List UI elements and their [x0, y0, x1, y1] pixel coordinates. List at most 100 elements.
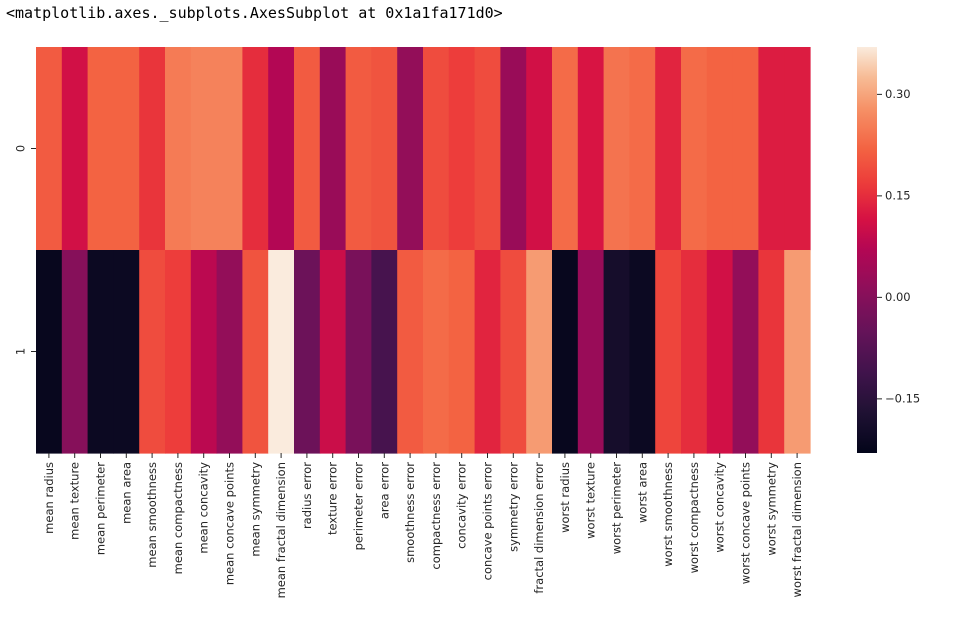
heatmap-cell	[61, 250, 89, 454]
heatmap-cell	[242, 47, 269, 251]
heatmap-cell	[681, 250, 708, 454]
heatmap-cell	[165, 250, 192, 454]
heatmap-cell	[36, 250, 63, 454]
heatmap-cell	[190, 47, 218, 251]
x-tick-label: worst concave points	[739, 462, 753, 584]
heatmap-cell	[113, 47, 140, 251]
heatmap-cell	[371, 47, 398, 251]
x-tick-label: compactness error	[429, 462, 443, 570]
x-tick-label: worst fractal dimension	[790, 462, 804, 597]
x-tick-label: area error	[377, 462, 391, 519]
heatmap-cell	[36, 47, 63, 251]
x-tick-label: texture error	[326, 462, 340, 535]
x-tick-label: concave points error	[481, 462, 495, 581]
heatmap-cell	[655, 250, 682, 454]
heatmap-cell	[732, 47, 759, 251]
heatmap-cell	[784, 250, 811, 454]
heatmap-cell	[268, 250, 295, 454]
colorbar-tick-label: 0.00	[885, 290, 911, 304]
heatmap-cell	[319, 47, 347, 251]
heatmap-cell	[655, 47, 682, 251]
x-tick-label: fractal dimension error	[532, 462, 546, 594]
x-axis: mean radius mean texture mean perimeter mea…	[42, 453, 804, 598]
heatmap-cell	[552, 250, 579, 454]
heatmap-cell	[603, 47, 630, 251]
heatmap-cell	[577, 47, 605, 251]
heatmap-cell	[681, 47, 708, 251]
heatmap-cell	[552, 47, 579, 251]
heatmap-cell	[139, 250, 166, 454]
heatmap-cell	[500, 47, 527, 251]
y-tick-label: 1	[14, 348, 28, 355]
heatmap-cell	[629, 47, 656, 251]
heatmap-cell	[397, 47, 424, 251]
x-tick-label: mean radius	[42, 462, 56, 534]
heatmap-cell	[190, 250, 218, 454]
heatmap-cell	[448, 250, 476, 454]
heatmap-cell	[268, 47, 295, 251]
x-tick-label: mean smoothness	[145, 462, 159, 568]
x-tick-label: mean concave points	[223, 462, 237, 585]
x-tick-label: mean concavity	[197, 462, 211, 554]
x-tick-label: worst perimeter	[610, 462, 624, 554]
heatmap-cell	[294, 47, 321, 251]
x-tick-label: worst area	[635, 462, 649, 523]
heatmap-cell	[706, 250, 734, 454]
heatmap-cell	[758, 250, 785, 454]
x-tick-label: worst radius	[558, 462, 572, 533]
x-tick-label: mean area	[119, 462, 133, 524]
heatmap-cell	[371, 250, 398, 454]
x-tick-label: worst concavity	[713, 462, 727, 553]
heatmap-cell	[732, 250, 759, 454]
x-tick-label: mean fractal dimension	[274, 462, 288, 598]
heatmap-cell	[345, 250, 372, 454]
colorbar-tick-label: −0.15	[885, 391, 920, 405]
colorbar-bar	[857, 47, 877, 453]
x-tick-label: worst texture	[584, 462, 598, 539]
x-tick-label: perimeter error	[352, 462, 366, 551]
heatmap-cells	[36, 47, 811, 454]
colorbar: 0.30 0.15 0.00 −0.15	[857, 47, 920, 453]
heatmap-cell	[216, 250, 243, 454]
heatmap-cell	[448, 47, 476, 251]
heatmap-cell	[706, 47, 734, 251]
heatmap-cell	[397, 250, 424, 454]
x-tick-label: worst symmetry	[764, 462, 778, 556]
x-tick-label: mean texture	[68, 462, 82, 540]
heatmap-cell	[242, 250, 269, 454]
x-tick-label: radius error	[300, 462, 314, 529]
heatmap-cell	[577, 250, 605, 454]
heatmap-cell	[423, 47, 450, 251]
colorbar-tick-label: 0.15	[885, 188, 911, 202]
heatmap-cell	[61, 47, 89, 251]
heatmap-cell	[500, 250, 527, 454]
heatmap-cell	[423, 250, 450, 454]
colorbar-tick-label: 0.30	[885, 87, 911, 101]
heatmap-cell	[474, 250, 501, 454]
heatmap-cell	[758, 47, 785, 251]
x-tick-label: smoothness error	[403, 462, 417, 563]
x-tick-label: mean compactness	[171, 462, 185, 574]
heatmap-cell	[294, 250, 321, 454]
heatmap-cell	[603, 250, 630, 454]
output-repr: <matplotlib.axes._subplots.AxesSubplot a…	[6, 4, 503, 22]
y-tick-label: 0	[14, 145, 28, 152]
x-tick-label: mean symmetry	[248, 462, 262, 557]
x-tick-label: mean perimeter	[94, 462, 108, 555]
x-tick-label: worst compactness	[687, 462, 701, 573]
heatmap-cell	[319, 250, 347, 454]
heatmap-cell	[113, 250, 140, 454]
x-tick-label: concavity error	[455, 462, 469, 549]
heatmap-cell	[526, 250, 553, 454]
heatmap-cell	[474, 47, 501, 251]
heatmap-cell	[165, 47, 192, 251]
heatmap-cell	[526, 47, 553, 251]
y-axis: 01	[14, 145, 36, 355]
heatmap-cell	[629, 250, 656, 454]
heatmap-cell	[345, 47, 372, 251]
heatmap-cell	[216, 47, 243, 251]
heatmap-cell	[87, 47, 114, 251]
x-tick-label: symmetry error	[506, 462, 520, 552]
heatmap-cell	[139, 47, 166, 251]
